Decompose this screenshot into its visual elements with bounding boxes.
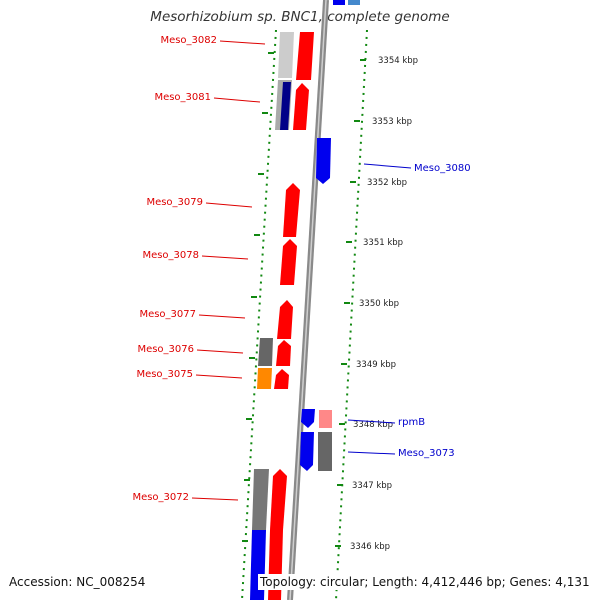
gene-label-meso-3077[interactable]: Meso_3077 <box>139 309 196 320</box>
backbone-ring <box>287 0 329 600</box>
tick-label: 3352 kbp <box>367 178 407 188</box>
tick-label: 3348 kbp <box>353 420 393 430</box>
outer-dotted-ring <box>335 29 368 600</box>
gene-label-meso-3076[interactable]: Meso_3076 <box>137 344 194 355</box>
tick-label: 3351 kbp <box>363 238 403 248</box>
tick-label: 3347 kbp <box>352 481 392 491</box>
gene-label-meso-3075[interactable]: Meso_3075 <box>136 369 193 380</box>
gene-label-meso-3079[interactable]: Meso_3079 <box>146 197 203 208</box>
gene-label-meso-3078[interactable]: Meso_3078 <box>142 250 199 261</box>
gene-label-meso-3080[interactable]: Meso_3080 <box>414 163 471 174</box>
gene-label-meso-3072[interactable]: Meso_3072 <box>132 492 189 503</box>
tick-label: 3353 kbp <box>372 117 412 127</box>
gene-label-rpmb[interactable]: rpmB <box>398 417 425 428</box>
reverse-gene-features-top <box>333 0 360 5</box>
gene-labels: Meso_3082 Meso_3081 Meso_3080 Meso_3079 … <box>132 35 470 503</box>
tick-label: 3354 kbp <box>378 56 418 66</box>
map-title: Mesorhizobium sp. BNC1, complete genome <box>150 9 450 25</box>
gene-label-meso-3073[interactable]: Meso_3073 <box>398 448 455 459</box>
gene-label-meso-3081[interactable]: Meso_3081 <box>154 92 211 103</box>
accession-text: Accession: NC_008254 <box>7 574 148 590</box>
topology-summary-text: Topology: circular; Length: 4,412,446 bp… <box>258 574 592 590</box>
tick-label: 3350 kbp <box>359 299 399 309</box>
tick-labels: 3354 kbp 3353 kbp 3352 kbp 3351 kbp 3350… <box>350 56 418 552</box>
reverse-gene-features <box>300 138 332 471</box>
tick-label: 3349 kbp <box>356 360 396 370</box>
tick-label: 3346 kbp <box>350 542 390 552</box>
tick-marks <box>242 52 366 547</box>
gene-label-meso-3082[interactable]: Meso_3082 <box>160 35 217 46</box>
